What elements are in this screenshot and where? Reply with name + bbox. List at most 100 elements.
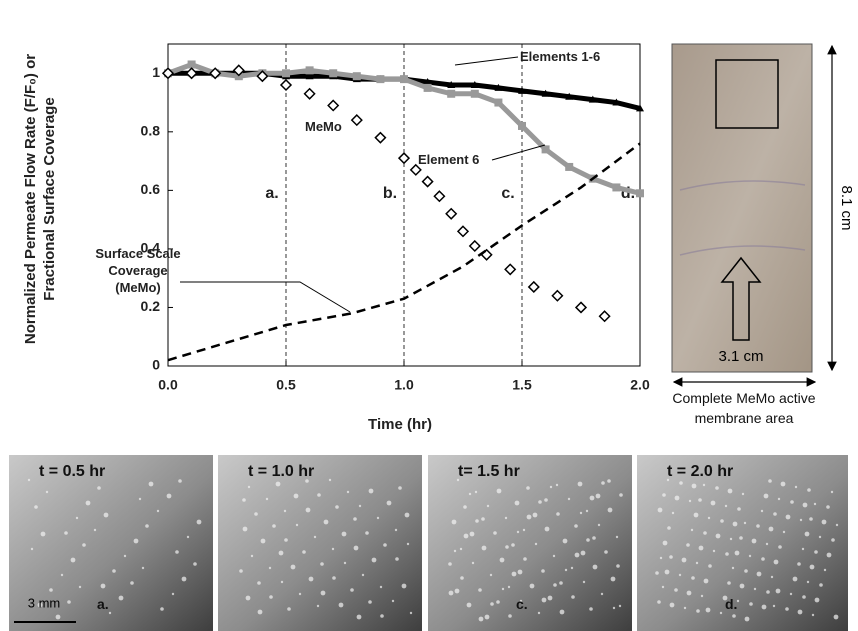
crystal bbox=[34, 505, 38, 509]
crystal bbox=[455, 589, 460, 594]
crystal bbox=[475, 491, 477, 493]
crystal bbox=[362, 574, 364, 576]
crystal bbox=[798, 610, 803, 615]
crystal bbox=[800, 519, 802, 521]
series-label: Element 6 bbox=[418, 151, 518, 168]
crystal bbox=[344, 562, 346, 564]
diamond-marker bbox=[328, 100, 338, 110]
crystal bbox=[699, 546, 704, 551]
crystal bbox=[339, 603, 344, 608]
crystal bbox=[553, 583, 557, 587]
crystal bbox=[810, 565, 815, 570]
crystal bbox=[94, 529, 96, 531]
crystal bbox=[353, 517, 357, 521]
x-tick-label: 1.0 bbox=[394, 377, 414, 393]
crystal bbox=[508, 614, 512, 618]
membrane-photo: 8.1 cm 3.1 cm bbox=[672, 44, 855, 382]
crystal bbox=[698, 498, 702, 502]
crystal bbox=[104, 513, 109, 518]
crystal bbox=[257, 581, 261, 585]
crystal bbox=[395, 529, 397, 531]
micrograph-label: c. bbox=[516, 596, 528, 612]
crystal bbox=[785, 607, 789, 611]
crystal bbox=[475, 519, 479, 523]
crystal bbox=[380, 586, 382, 588]
diamond-marker bbox=[529, 282, 539, 292]
crystal bbox=[696, 609, 700, 613]
micrograph-title: t= 1.5 hr bbox=[458, 463, 520, 481]
crystal bbox=[565, 569, 567, 571]
crystal bbox=[449, 591, 454, 596]
crystal bbox=[756, 524, 760, 528]
square-marker bbox=[471, 90, 479, 98]
crystal bbox=[463, 505, 467, 509]
crystal bbox=[735, 551, 740, 556]
crystal bbox=[703, 531, 707, 535]
crystal bbox=[665, 570, 670, 575]
crystal bbox=[46, 491, 48, 493]
crystal bbox=[754, 588, 756, 590]
crystal bbox=[581, 551, 586, 556]
crystal bbox=[541, 569, 545, 573]
crystal bbox=[667, 526, 671, 530]
crystal bbox=[769, 527, 774, 532]
crystal bbox=[320, 562, 324, 566]
crystal bbox=[56, 615, 61, 620]
crystal bbox=[571, 595, 575, 599]
crystal bbox=[407, 543, 409, 545]
series-label: Surface Scale Coverage (MeMo) bbox=[93, 245, 183, 296]
crystal bbox=[766, 590, 770, 594]
crystal bbox=[487, 505, 489, 507]
crystal bbox=[76, 517, 78, 519]
crystal bbox=[248, 486, 250, 488]
crystal bbox=[590, 496, 595, 501]
crystal bbox=[803, 503, 808, 508]
crystal bbox=[802, 595, 806, 599]
crystal bbox=[601, 593, 603, 595]
crystal bbox=[387, 501, 392, 506]
crystal bbox=[538, 500, 542, 504]
crystal bbox=[380, 614, 384, 618]
y-axis-label: Normalized Permeate Flow Rate (F/F₀) or … bbox=[21, 49, 59, 349]
crystal bbox=[730, 538, 732, 540]
micrograph-title: t = 2.0 hr bbox=[667, 463, 733, 481]
length-label: 8.1 cm bbox=[838, 185, 855, 230]
diamond-marker bbox=[434, 191, 444, 201]
micrograph bbox=[637, 455, 848, 631]
y-tick-label: 0.6 bbox=[141, 181, 161, 197]
crystal bbox=[145, 524, 149, 528]
crystal bbox=[269, 595, 273, 599]
crystal bbox=[467, 603, 472, 608]
square-marker bbox=[329, 69, 337, 77]
diamond-marker bbox=[576, 302, 586, 312]
crystal bbox=[781, 482, 786, 487]
crystal bbox=[515, 501, 520, 506]
crystal bbox=[674, 588, 678, 592]
crystal bbox=[377, 517, 379, 519]
diamond-marker bbox=[375, 133, 385, 143]
crystal bbox=[395, 557, 399, 561]
crystal bbox=[559, 581, 563, 585]
diamond-marker bbox=[187, 68, 197, 78]
crystal bbox=[193, 562, 197, 566]
crystal bbox=[134, 539, 139, 544]
crystal bbox=[757, 572, 762, 577]
crystal bbox=[797, 562, 801, 566]
crystal bbox=[321, 591, 326, 596]
crystal bbox=[493, 531, 497, 535]
crystal bbox=[778, 498, 780, 500]
y-tick-label: 0 bbox=[152, 357, 160, 373]
crystal bbox=[593, 565, 598, 570]
crystal bbox=[317, 493, 321, 497]
figure: 00.20.40.60.810.00.51.01.52.0a.b.c.d. 8.… bbox=[0, 0, 858, 631]
crystal bbox=[482, 546, 487, 551]
crystal bbox=[284, 538, 288, 542]
crystal bbox=[182, 577, 187, 582]
crystal bbox=[112, 569, 116, 573]
crystal bbox=[589, 607, 593, 611]
crystal bbox=[398, 486, 402, 490]
crystal bbox=[662, 586, 664, 588]
crystal bbox=[548, 596, 553, 601]
crystal bbox=[578, 482, 583, 487]
